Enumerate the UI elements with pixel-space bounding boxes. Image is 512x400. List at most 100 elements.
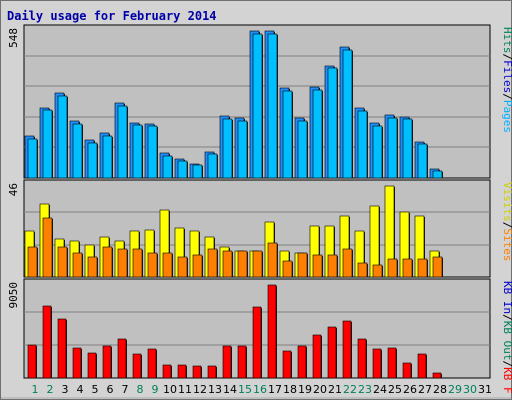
- legend-entry: Files: [501, 60, 512, 93]
- x-tick-day-29: 29: [448, 383, 462, 396]
- bar-bot-kb-f-day-21: [327, 326, 337, 379]
- bar-top-pages-day-21: [327, 67, 338, 179]
- bar-bot-kb-f-day-16: [252, 306, 262, 379]
- bar-bot-kb-f-day-15: [237, 345, 247, 379]
- bar-mid-sites-day-4: [72, 252, 83, 278]
- bar-bot-kb-f-day-14: [222, 345, 232, 379]
- x-tick-day-31: 31: [478, 383, 492, 396]
- bar-bot-kb-f-day-24: [372, 348, 382, 379]
- bar-mid-sites-day-16: [252, 250, 263, 278]
- x-tick-day-25: 25: [388, 383, 402, 396]
- x-tick-day-4: 4: [77, 383, 84, 396]
- bar-mid-sites-day-12: [192, 254, 203, 278]
- x-tick-day-26: 26: [403, 383, 417, 396]
- bar-bot-kb-f-day-1: [27, 344, 37, 379]
- x-axis: 1 2 3 4 5 6 7 8 9 10 11 12 13 14 15 16 17 18 19 20 21 22 23 24 2…: [32, 383, 493, 396]
- x-tick-day-5: 5: [92, 383, 99, 396]
- bar-top-pages-day-14: [222, 118, 233, 179]
- x-tick-day-24: 24: [373, 383, 387, 396]
- bar-mid-sites-day-25: [387, 258, 398, 278]
- bar-top-pages-day-2: [42, 109, 53, 179]
- bar-bot-kb-f-day-18: [282, 350, 292, 379]
- x-tick-day-6: 6: [107, 383, 114, 396]
- bar-mid-sites-day-19: [297, 252, 308, 278]
- x-tick-day-1: 1: [32, 383, 39, 396]
- x-tick-day-19: 19: [298, 383, 312, 396]
- bar-mid-sites-day-20: [312, 254, 323, 278]
- bar-top-pages-day-18: [282, 90, 293, 179]
- bar-mid-sites-day-26: [402, 258, 413, 278]
- bar-mid-sites-day-10: [162, 252, 173, 278]
- legend-top: Hits/Files/Pages: [501, 27, 512, 133]
- bar-bot-kb-f-day-4: [72, 347, 82, 379]
- bar-mid-sites-day-7: [117, 248, 128, 278]
- x-tick-day-13: 13: [208, 383, 222, 396]
- legend-entry: /: [501, 54, 512, 61]
- x-tick-day-3: 3: [62, 383, 69, 396]
- bar-top-pages-day-8: [132, 124, 143, 179]
- bar-top-pages-day-20: [312, 89, 323, 179]
- bar-top-pages-day-10: [162, 155, 173, 179]
- bar-top-pages-day-28: [432, 170, 443, 179]
- x-tick-day-11: 11: [178, 383, 192, 396]
- bar-mid-sites-day-24: [372, 264, 383, 278]
- x-tick-day-18: 18: [283, 383, 297, 396]
- bar-mid-sites-day-22: [342, 248, 353, 278]
- bar-bot-kb-f-day-5: [87, 352, 97, 379]
- bar-top-pages-day-9: [147, 125, 158, 179]
- bar-bot-kb-f-day-27: [417, 353, 427, 379]
- bar-mid-sites-day-28: [432, 256, 443, 278]
- panel-mid: 46 Visits/Sites: [7, 179, 512, 278]
- bar-top-pages-day-15: [237, 120, 248, 179]
- legend-entry: Hits: [501, 27, 512, 54]
- bar-mid-sites-day-3: [57, 246, 68, 278]
- y-max-label-top: 548: [7, 28, 20, 48]
- legend-entry: Pages: [501, 100, 512, 133]
- legend-entry: KB Out: [501, 321, 512, 361]
- bar-bot-kb-f-day-6: [102, 345, 112, 379]
- legend-entry: /: [501, 361, 512, 368]
- bar-top-pages-day-11: [177, 160, 188, 179]
- bar-bot-kb-f-day-3: [57, 318, 67, 379]
- bar-bot-kb-f-day-2: [42, 305, 52, 379]
- x-tick-day-2: 2: [47, 383, 54, 396]
- x-tick-day-28: 28: [433, 383, 447, 396]
- bar-mid-sites-day-1: [27, 246, 38, 278]
- bar-bot-kb-f-day-28: [432, 372, 442, 379]
- bar-mid-sites-day-21: [327, 254, 338, 278]
- legend-entry: /: [501, 314, 512, 321]
- bar-mid-sites-day-5: [87, 256, 98, 278]
- bar-top-pages-day-25: [387, 117, 398, 179]
- bar-top-pages-day-7: [117, 105, 128, 179]
- x-tick-day-12: 12: [193, 383, 207, 396]
- chart-panels: 548Hits/Files/Pages46Visits/Sites9050KB …: [7, 24, 512, 394]
- x-tick-day-23: 23: [358, 383, 372, 396]
- bar-mid-sites-day-14: [222, 250, 233, 278]
- bar-top-pages-day-17: [267, 33, 278, 179]
- bar-mid-sites-day-17: [267, 242, 278, 278]
- bar-top-pages-day-23: [357, 110, 368, 179]
- legend-entry: KB In: [501, 281, 512, 314]
- bar-mid-sites-day-23: [357, 262, 368, 278]
- bar-top-pages-day-26: [402, 118, 413, 179]
- bar-mid-sites-day-8: [132, 248, 143, 278]
- legend-entry: Visits: [501, 182, 512, 222]
- bar-top-pages-day-19: [297, 120, 308, 179]
- legend-entry: /: [501, 222, 512, 229]
- bar-top-pages-day-4: [72, 123, 83, 179]
- bar-mid-sites-day-15: [237, 250, 248, 278]
- x-tick-day-27: 27: [418, 383, 432, 396]
- x-tick-day-15: 15: [238, 383, 252, 396]
- x-tick-day-30: 30: [463, 383, 477, 396]
- bar-top-pages-day-3: [57, 95, 68, 179]
- bar-mid-sites-day-27: [417, 258, 428, 278]
- legend-entry: Sites: [501, 228, 512, 261]
- bar-mid-sites-day-18: [282, 260, 293, 278]
- bar-top-pages-day-24: [372, 125, 383, 179]
- bar-top-pages-day-1: [27, 138, 38, 179]
- bar-bot-kb-f-day-10: [162, 364, 172, 379]
- x-tick-day-10: 10: [163, 383, 177, 396]
